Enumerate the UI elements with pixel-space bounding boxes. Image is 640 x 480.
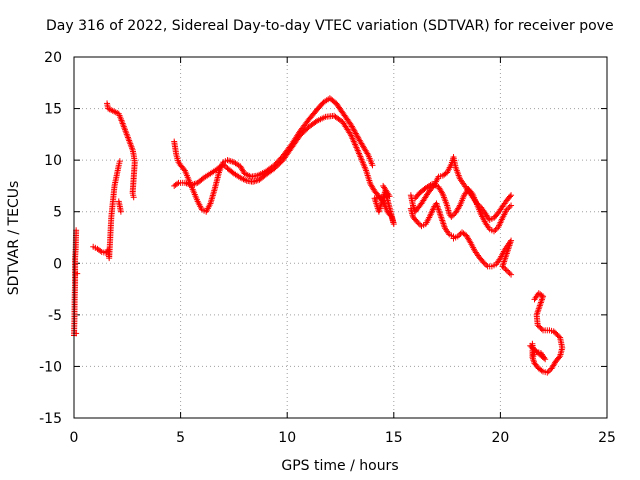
data-point: [535, 307, 542, 314]
x-axis-title: GPS time / hours: [281, 458, 398, 474]
data-point: [530, 353, 537, 360]
data-point: [180, 166, 187, 173]
data-point: [220, 161, 227, 168]
data-point: [116, 158, 123, 165]
data-point: [436, 209, 443, 216]
y-tick-label: 10: [44, 153, 62, 169]
data-point: [381, 184, 388, 191]
data-point: [508, 192, 515, 199]
y-tick-label: 15: [44, 102, 62, 118]
data-point: [436, 208, 443, 215]
data-point: [480, 259, 487, 266]
data-point: [415, 220, 422, 227]
data-point: [500, 264, 507, 271]
data-point: [454, 233, 461, 240]
data-point: [538, 297, 545, 304]
data-point: [534, 322, 541, 329]
data-point: [481, 260, 488, 267]
data-point: [440, 220, 447, 227]
data-point: [364, 150, 371, 157]
data-point: [508, 202, 515, 209]
data-point: [244, 172, 251, 179]
data-point: [414, 219, 421, 226]
data-point: [537, 324, 544, 331]
y-axis-title: SDTVAR / TECUs: [6, 181, 22, 296]
x-tick-label: 10: [278, 430, 296, 446]
data-point: [536, 302, 543, 309]
data-point: [174, 180, 181, 187]
data-point: [250, 178, 257, 185]
data-point: [449, 212, 456, 219]
data-point: [435, 206, 442, 213]
data-point: [221, 162, 228, 169]
y-tick-label: -15: [39, 411, 62, 427]
x-tick-label: 15: [385, 430, 403, 446]
data-point: [536, 323, 543, 330]
data-point: [115, 198, 122, 205]
data-point: [534, 308, 541, 315]
plot-frame: [73, 56, 608, 419]
data-point: [536, 304, 543, 311]
data-point: [506, 193, 513, 200]
x-tick-label: 25: [598, 430, 616, 446]
data-point: [435, 205, 442, 212]
data-point: [537, 301, 544, 308]
data-point: [438, 215, 445, 222]
y-tick-label: 20: [44, 50, 62, 66]
data-point: [74, 270, 81, 277]
data-point: [438, 189, 445, 196]
data-point: [506, 270, 513, 277]
data-point: [491, 228, 498, 235]
data-point: [456, 203, 463, 210]
y-tick-label: -10: [39, 359, 62, 375]
data-point: [548, 365, 555, 372]
y-tick-label: 0: [53, 256, 62, 272]
x-tick-label: 20: [491, 430, 509, 446]
data-point: [380, 182, 387, 189]
data-point: [545, 368, 552, 375]
grid: [74, 57, 607, 418]
data-point: [535, 305, 542, 312]
data-point: [97, 247, 104, 254]
data-point: [369, 162, 376, 169]
data-point: [538, 326, 545, 333]
data-point: [537, 299, 544, 306]
data-point: [502, 266, 509, 273]
data-points: [71, 95, 566, 376]
y-tick-label: -5: [48, 308, 62, 324]
data-point: [448, 213, 455, 220]
data-point: [506, 203, 513, 210]
data-point: [499, 263, 506, 270]
data-point: [538, 296, 545, 303]
data-point: [439, 219, 446, 226]
data-point: [530, 358, 537, 365]
data-point: [437, 212, 444, 219]
axis-ticks: 0 5 10 15 20 25 -15 -10 -5 0 5 10 15 20: [39, 50, 616, 446]
data-point: [503, 206, 510, 213]
data-point: [492, 226, 499, 233]
x-tick-label: 0: [70, 430, 79, 446]
data-point: [483, 262, 490, 269]
data-point: [130, 194, 137, 201]
data-point: [433, 202, 440, 209]
data-point: [439, 217, 446, 224]
chart-title: Day 316 of 2022, Sidereal Day-to-day VTE…: [46, 18, 614, 34]
x-tick-label: 5: [176, 430, 185, 446]
data-point: [505, 268, 512, 275]
data-point: [468, 189, 475, 196]
data-point: [508, 271, 515, 278]
data-point: [312, 118, 319, 125]
data-point: [547, 366, 554, 373]
data-point: [505, 205, 512, 212]
data-point: [438, 214, 445, 221]
data-point: [466, 238, 473, 245]
data-point: [503, 267, 510, 274]
data-point: [226, 157, 233, 164]
data-point: [456, 232, 463, 239]
y-tick-label: 5: [53, 205, 62, 221]
data-point: [441, 223, 448, 230]
